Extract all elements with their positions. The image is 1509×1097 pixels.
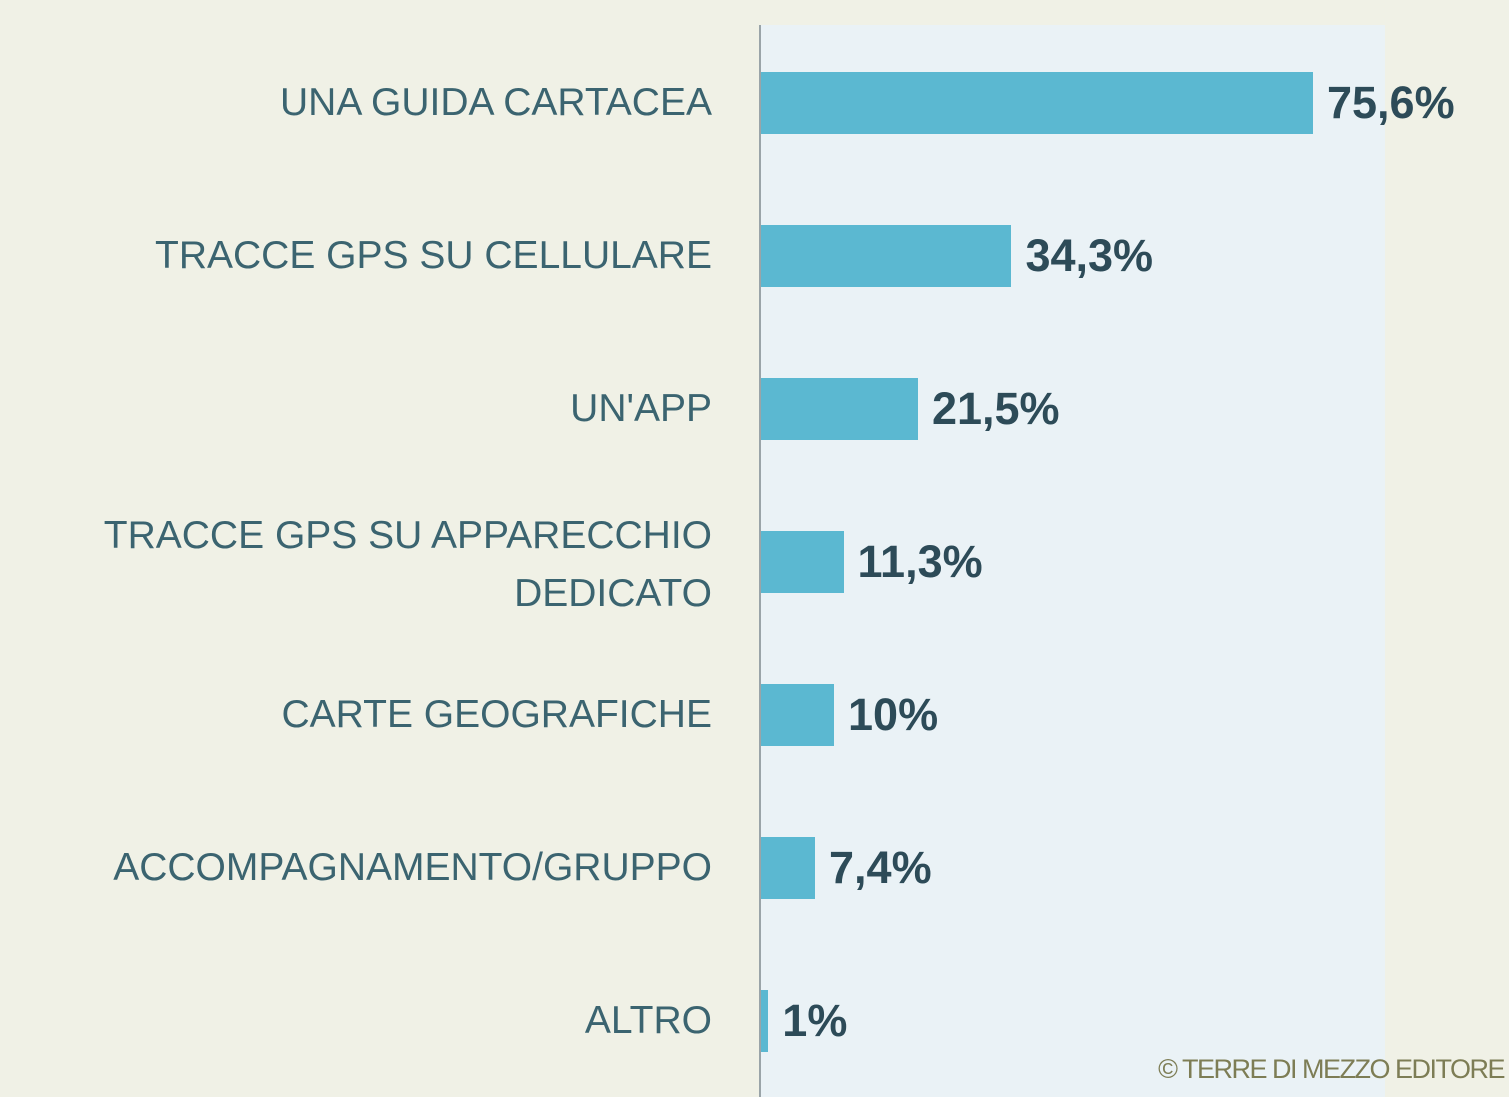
- bar: [761, 531, 844, 593]
- bar: [761, 684, 835, 746]
- plot-area: [760, 25, 1385, 1097]
- value-label: 34,3%: [1025, 230, 1154, 281]
- bar: [761, 225, 1012, 287]
- category-label: UN'APP: [570, 387, 712, 430]
- value-label: 1%: [782, 995, 848, 1046]
- value-label: 7,4%: [829, 842, 932, 893]
- value-label: 10%: [848, 689, 939, 740]
- category-label: ACCOMPAGNAMENTO/GRUPPO: [113, 846, 712, 889]
- bar: [761, 72, 1313, 134]
- category-axis: [759, 25, 761, 1097]
- credit: © TERRE DI MEZZO EDITORE: [1158, 1054, 1505, 1084]
- value-label: 11,3%: [857, 536, 983, 587]
- category-label: TRACCE GPS SU CELLULARE: [155, 234, 712, 277]
- category-label: TRACCE GPS SU APPARECCHIO DEDICATO: [103, 514, 712, 615]
- bar: [761, 378, 918, 440]
- category-label: CARTE GEOGRAFICHE: [281, 693, 712, 736]
- value-label: 75,6%: [1327, 77, 1455, 128]
- bar: [761, 837, 816, 899]
- value-label: 21,5%: [931, 383, 1060, 434]
- category-label: UNA GUIDA CARTACEA: [280, 81, 712, 124]
- bar: [761, 990, 769, 1052]
- category-label: ALTRO: [584, 999, 712, 1042]
